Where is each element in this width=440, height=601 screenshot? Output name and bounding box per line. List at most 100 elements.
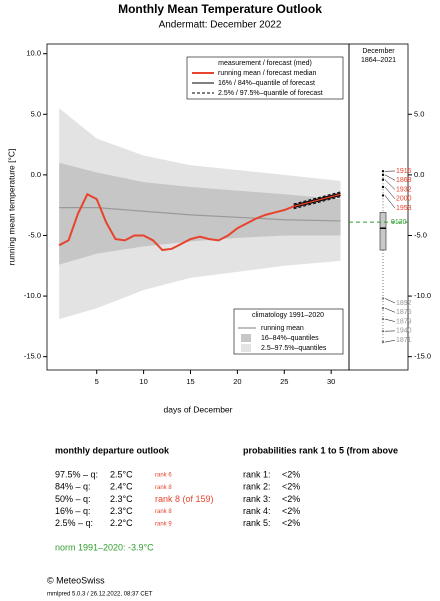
- probability-value: <2%: [282, 494, 300, 504]
- outlook-quantile: 97.5% – q:: [55, 469, 98, 479]
- extreme-connector: [384, 307, 396, 313]
- legend-title: measurement / forecast (med): [218, 60, 312, 67]
- y-axis-label: running mean temperature [°C]: [6, 149, 16, 266]
- extreme-connector: [384, 339, 396, 343]
- legend-swatch: [241, 334, 251, 342]
- y-tick-label: -10.0: [24, 291, 41, 300]
- y2-tick-label: -5.0: [414, 230, 427, 239]
- version: mmlpred 5.0.3 / 26.12.2022, 08:37 CET: [47, 592, 153, 598]
- extreme-label: 2000: [396, 196, 412, 203]
- probability-value: <2%: [282, 482, 300, 492]
- extreme-connector: [384, 298, 396, 304]
- extreme-dot: [381, 194, 385, 197]
- extreme-connector: [384, 174, 396, 181]
- y2-tick-label: -15.0: [414, 352, 431, 361]
- probability-rank: rank 3:: [243, 494, 271, 504]
- x-tick-label: 30: [327, 377, 335, 386]
- outlook-rank: rank 9: [155, 521, 172, 527]
- x-tick-label: 5: [95, 377, 99, 386]
- chart-title: Monthly Mean Temperature Outlook: [118, 2, 322, 16]
- panel-title: December: [362, 48, 395, 55]
- outlook-value: 2.2°C: [110, 518, 133, 528]
- extreme-label: 1932: [396, 186, 412, 193]
- x-axis-label: days of December: [164, 404, 233, 414]
- legend-label: 16–84%–quantiles: [261, 335, 319, 342]
- forecast-quantile: [293, 195, 341, 209]
- legend-box: [233, 308, 344, 355]
- box: [379, 212, 387, 251]
- extreme-dot: [381, 178, 385, 181]
- y2-tick-label: -10.0: [414, 291, 431, 300]
- legend-swatch: [241, 344, 251, 352]
- extreme-label: 1953: [396, 205, 412, 212]
- probability-value: <2%: [282, 469, 300, 479]
- climatology-mean: [59, 207, 341, 222]
- extreme-dot: [381, 330, 385, 333]
- extreme-connector: [384, 318, 396, 322]
- panel-title: 1864–2021: [361, 57, 396, 64]
- extreme-label: 1875: [396, 309, 412, 316]
- x-tick-label: 15: [186, 377, 194, 386]
- probability-rank: rank 4:: [243, 506, 271, 516]
- y-tick-label: 5.0: [31, 109, 41, 118]
- legend-label: 2.5% / 97.5%–quantile of forecast: [218, 90, 323, 97]
- extreme-label: 1892: [396, 300, 412, 307]
- series-line: [58, 192, 341, 252]
- chart-subtitle: Andermatt: December 2022: [159, 20, 282, 31]
- outlook-value: 2.3°C: [110, 506, 133, 516]
- extreme-dot: [381, 317, 385, 321]
- outlook-quantile: 2.5% – q:: [55, 518, 93, 528]
- legend-title: climatology 1991–2020: [252, 312, 324, 319]
- forecast-quantile: [293, 191, 341, 205]
- outlook-quantile: 84% – q:: [55, 482, 91, 492]
- legend-label: running mean / forecast median: [218, 70, 317, 77]
- probability-value: <2%: [282, 506, 300, 516]
- outlook-value: 2.5°C: [110, 469, 133, 479]
- legend-label: 16% / 84%–quantile of forecast: [218, 80, 315, 87]
- extreme-dot: [381, 306, 385, 310]
- outlook-rank: rank 8: [155, 509, 172, 515]
- legend-label: 2.5–97.5%–quantiles: [261, 345, 327, 352]
- extreme-dot: [381, 173, 385, 177]
- extreme-dot: [381, 185, 385, 189]
- x-tick-label: 25: [280, 377, 288, 386]
- y-tick-label: 10.0: [26, 49, 41, 58]
- outlook-rank: rank 8: [155, 485, 172, 491]
- extreme-dot: [381, 297, 385, 300]
- extreme-label: 1868: [396, 177, 412, 184]
- legend-box: [186, 56, 344, 100]
- probabilities-title: probabilities rank 1 to 5 (from above: [243, 445, 398, 455]
- outlook-title: monthly departure outlook: [55, 445, 170, 455]
- extreme-label: 1940: [396, 328, 412, 335]
- outlook-quantile: 50% – q:: [55, 494, 91, 504]
- legend-label: running mean: [261, 325, 304, 332]
- y2-tick-label: 5.0: [414, 109, 424, 118]
- x-tick-label: 20: [233, 377, 241, 386]
- x-tick-label: 10: [139, 377, 147, 386]
- probability-value: <2%: [282, 518, 300, 528]
- y2-tick-label: 0.0: [414, 170, 424, 179]
- extreme-label: 1879: [396, 318, 412, 325]
- extreme-label: 1915: [396, 168, 412, 175]
- outlook-rank: rank 6: [155, 473, 172, 479]
- outlook-value: 2.3°C: [110, 494, 133, 504]
- outlook-rank: rank 8 (of 159): [155, 494, 214, 504]
- y-tick-label: -5.0: [28, 230, 41, 239]
- extreme-connector: [384, 186, 396, 200]
- outlook-value: 2.4°C: [110, 482, 133, 492]
- extreme-label: 1871: [396, 337, 412, 344]
- y-tick-label: 0.0: [31, 170, 41, 179]
- forecast-quantile: [293, 196, 341, 210]
- extreme-connector: [384, 195, 396, 209]
- outlook-quantile: 16% – q:: [55, 506, 91, 516]
- probability-rank: rank 1:: [243, 469, 271, 479]
- norm-label: 9120: [391, 219, 407, 226]
- extreme-connector: [384, 179, 396, 190]
- extreme-dot: [381, 170, 385, 173]
- forecast-quantile: [293, 192, 341, 206]
- copyright: © MeteoSwiss: [47, 575, 105, 585]
- quantile-band: [59, 162, 341, 265]
- y-tick-label: -15.0: [24, 352, 41, 361]
- panel-frame: [348, 43, 409, 371]
